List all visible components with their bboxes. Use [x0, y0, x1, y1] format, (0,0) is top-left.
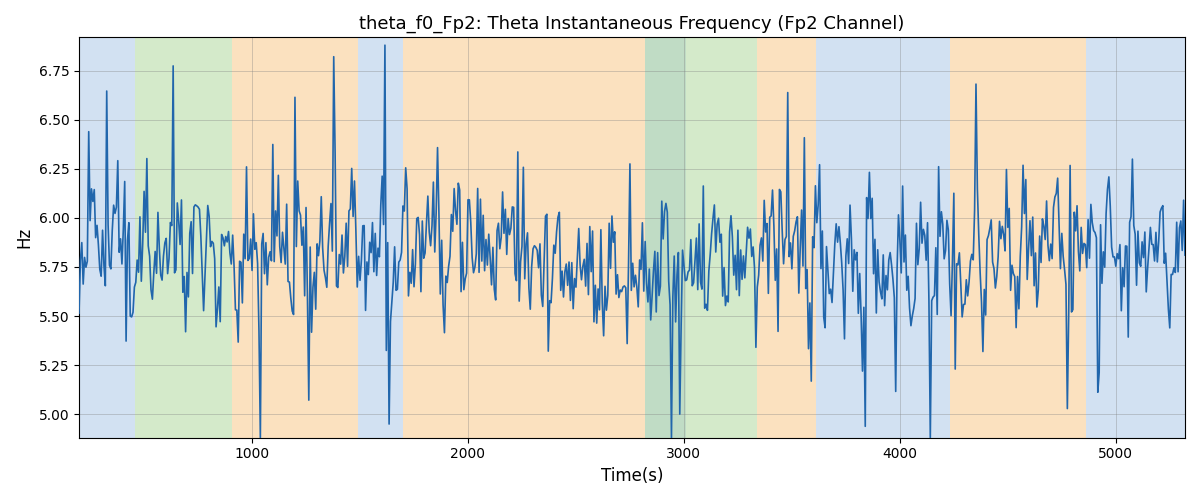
- Bar: [358, 38, 403, 438]
- Title: theta_f0_Fp2: Theta Instantaneous Frequency (Fp2 Channel): theta_f0_Fp2: Theta Instantaneous Freque…: [359, 15, 905, 34]
- Bar: [1086, 38, 1186, 438]
- Bar: [757, 38, 816, 438]
- Bar: [644, 38, 757, 438]
- Y-axis label: Hz: Hz: [14, 227, 32, 248]
- Bar: [816, 38, 949, 438]
- Bar: [233, 38, 358, 438]
- Bar: [79, 38, 136, 438]
- Bar: [949, 38, 1086, 438]
- X-axis label: Time(s): Time(s): [601, 467, 664, 485]
- Bar: [644, 38, 686, 438]
- Bar: [403, 38, 644, 438]
- Bar: [136, 38, 233, 438]
